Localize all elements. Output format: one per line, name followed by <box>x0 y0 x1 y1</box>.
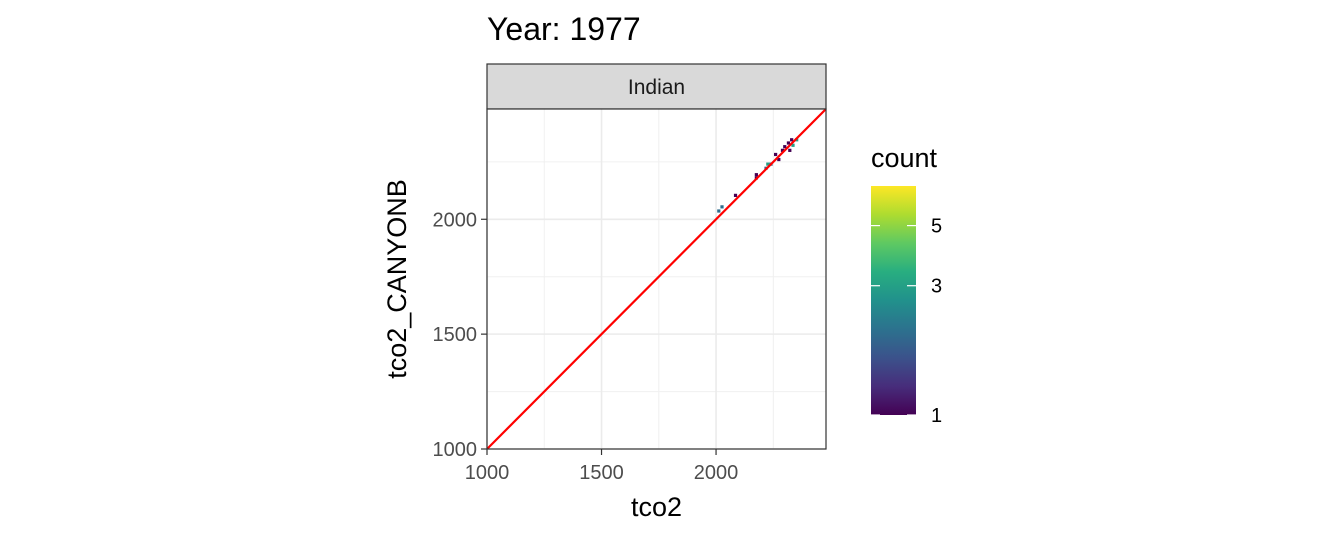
heatmap-cell <box>786 141 791 145</box>
heatmap-cell <box>788 148 792 152</box>
y-axis: 1000 1500 2000 <box>433 209 487 461</box>
x-tick-label: 1000 <box>465 462 510 484</box>
x-tick-label: 2000 <box>694 462 739 484</box>
legend: count 1 3 5 <box>871 143 942 427</box>
x-axis-title: tco2 <box>631 492 682 522</box>
legend-colorbar <box>871 186 916 415</box>
x-axis: 1000 1500 2000 <box>465 449 739 484</box>
x-tick-label: 1500 <box>579 462 624 484</box>
y-axis-title: tco2_CANYONB <box>382 179 412 379</box>
identity-line <box>487 109 826 449</box>
facet-label: Indian <box>628 76 685 99</box>
legend-label: 3 <box>931 276 942 298</box>
y-tick-label: 2000 <box>433 209 478 231</box>
grid-minor <box>487 109 826 449</box>
legend-title: count <box>871 143 938 173</box>
heatmap-cell <box>720 205 724 209</box>
facet-strip <box>486 63 827 110</box>
chart-title: Year: 1977 <box>487 11 641 47</box>
heatmap-cell <box>774 152 778 157</box>
heatmap-cell <box>777 157 781 162</box>
legend-label: 5 <box>931 216 942 238</box>
heatmap-cell <box>783 145 787 149</box>
heatmap-cell <box>766 162 770 166</box>
y-tick-label: 1500 <box>433 324 478 346</box>
y-tick-label: 1000 <box>433 439 478 461</box>
panel-border <box>486 108 827 450</box>
legend-label: 1 <box>931 405 942 427</box>
heatmap-cell <box>780 148 785 152</box>
heatmap-cell <box>790 138 794 142</box>
heatmap-cell <box>754 173 758 177</box>
legend-ticks: 1 3 5 <box>871 216 942 427</box>
heatmap-cell <box>717 209 721 213</box>
heatmap-cell <box>791 143 795 147</box>
heatmap-cell <box>733 193 738 197</box>
